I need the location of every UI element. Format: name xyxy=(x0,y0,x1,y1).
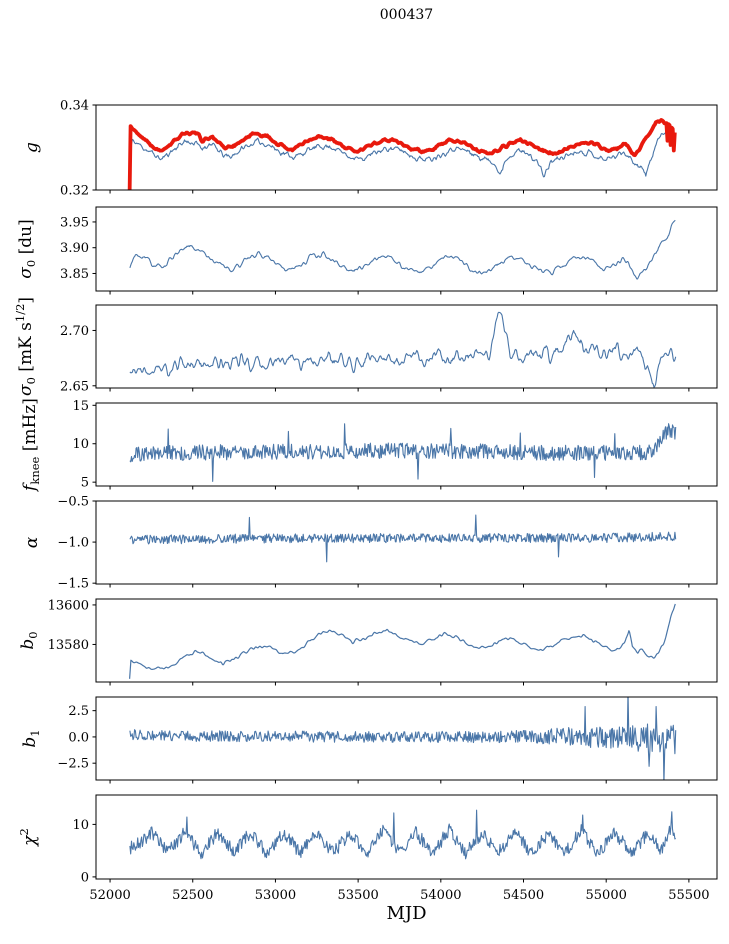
panel-frame-sigma0-mK xyxy=(95,304,718,389)
x-axis-label: MJD xyxy=(386,903,427,924)
y-tick-label-b0: 13580 xyxy=(48,638,89,653)
x-tick-label: 55500 xyxy=(668,888,709,903)
y-axis-label-b0: b0 xyxy=(18,631,40,649)
y-tick-label-chi2: 0 xyxy=(81,870,89,885)
chi2-series-chi2 xyxy=(129,809,677,860)
y-tick-label-sigma0-du: 3.90 xyxy=(60,241,89,256)
y-axis-label-sigma0-du: σ0 [du] xyxy=(16,219,38,278)
panel-frame-b1 xyxy=(95,696,718,781)
panel-frame-alpha xyxy=(95,500,718,585)
x-tick-label: 54000 xyxy=(420,888,461,903)
x-tick-label: 52000 xyxy=(89,888,130,903)
x-tick-label: 52500 xyxy=(172,888,213,903)
b1-series-b1 xyxy=(129,697,677,780)
y-tick-label-fknee: 5 xyxy=(81,476,89,491)
panel-chi2: 0 10 χ2 xyxy=(17,794,718,885)
panel-sigma0-du: 3.85 3.90 3.95 σ0 [du] xyxy=(16,206,718,295)
g-series-raw xyxy=(129,128,676,178)
y-tick-label-alpha: −1.0 xyxy=(57,536,89,551)
y-tick-label-alpha: −0.5 xyxy=(57,495,89,510)
panel-frame-fknee xyxy=(95,402,718,487)
sigma0-du-series-sigma0-du xyxy=(129,219,676,280)
y-axis-label-chi2: χ2 xyxy=(17,828,40,847)
panel-frame-chi2 xyxy=(95,794,718,880)
panel-b1: 2.5 0.0 −2.5 b1 xyxy=(20,696,718,784)
y-axis-label-alpha: α xyxy=(22,536,42,548)
y-tick-label-sigma0-mK: 2.65 xyxy=(60,379,89,394)
y-tick-label-g: 0.32 xyxy=(60,184,89,199)
sigma0-mK-series-sigma0-mK xyxy=(129,311,677,388)
y-tick-label-b1: 0.0 xyxy=(68,730,89,745)
g-series-smoothed xyxy=(127,118,677,190)
y-axis-label-g: g xyxy=(22,142,42,153)
y-tick-label-b1: −2.5 xyxy=(57,757,89,772)
y-axis-label-b1: b1 xyxy=(20,729,42,747)
y-tick-label-chi2: 10 xyxy=(72,818,89,833)
b0-series-b0 xyxy=(129,603,676,679)
panel-g: 0.32 0.34 g xyxy=(22,99,718,199)
y-tick-label-fknee: 10 xyxy=(72,437,89,452)
panel-frame-g xyxy=(95,104,718,191)
panel-frame-b0 xyxy=(95,598,718,683)
y-tick-label-b1: 2.5 xyxy=(68,704,89,719)
y-tick-label-sigma0-du: 3.95 xyxy=(60,215,89,230)
panel-alpha: −0.5 −1.0 −1.5 α xyxy=(22,495,718,592)
panel-sigma0-mK: 2.65 2.70 σ0 [mK s1/2] xyxy=(13,297,718,396)
y-axis-label-sigma0-mK: σ0 [mK s1/2] xyxy=(13,297,38,396)
y-axis-label-fknee: fknee [mHz] xyxy=(20,398,42,493)
y-tick-label-b0: 13600 xyxy=(48,598,89,613)
y-tick-label-fknee: 15 xyxy=(72,399,89,414)
y-tick-label-sigma0-mK: 2.70 xyxy=(60,324,89,339)
panel-fknee: 5 10 15 fknee [mHz] xyxy=(20,398,718,493)
x-tick-label: 53500 xyxy=(337,888,378,903)
x-tick-label: 54500 xyxy=(503,888,544,903)
figure-title: 000437 xyxy=(379,7,434,23)
y-tick-label-sigma0-du: 3.85 xyxy=(60,267,89,282)
fknee-series-fknee xyxy=(129,423,677,482)
y-tick-label-alpha: −1.5 xyxy=(57,577,89,592)
x-tick-label: 55000 xyxy=(586,888,627,903)
y-tick-label-g: 0.34 xyxy=(60,99,89,114)
x-tick-label: 53000 xyxy=(255,888,296,903)
panel-frame-sigma0-du xyxy=(95,206,718,292)
alpha-series-alpha xyxy=(129,514,677,563)
panel-b0: 13580 13600 b0 xyxy=(18,598,718,686)
